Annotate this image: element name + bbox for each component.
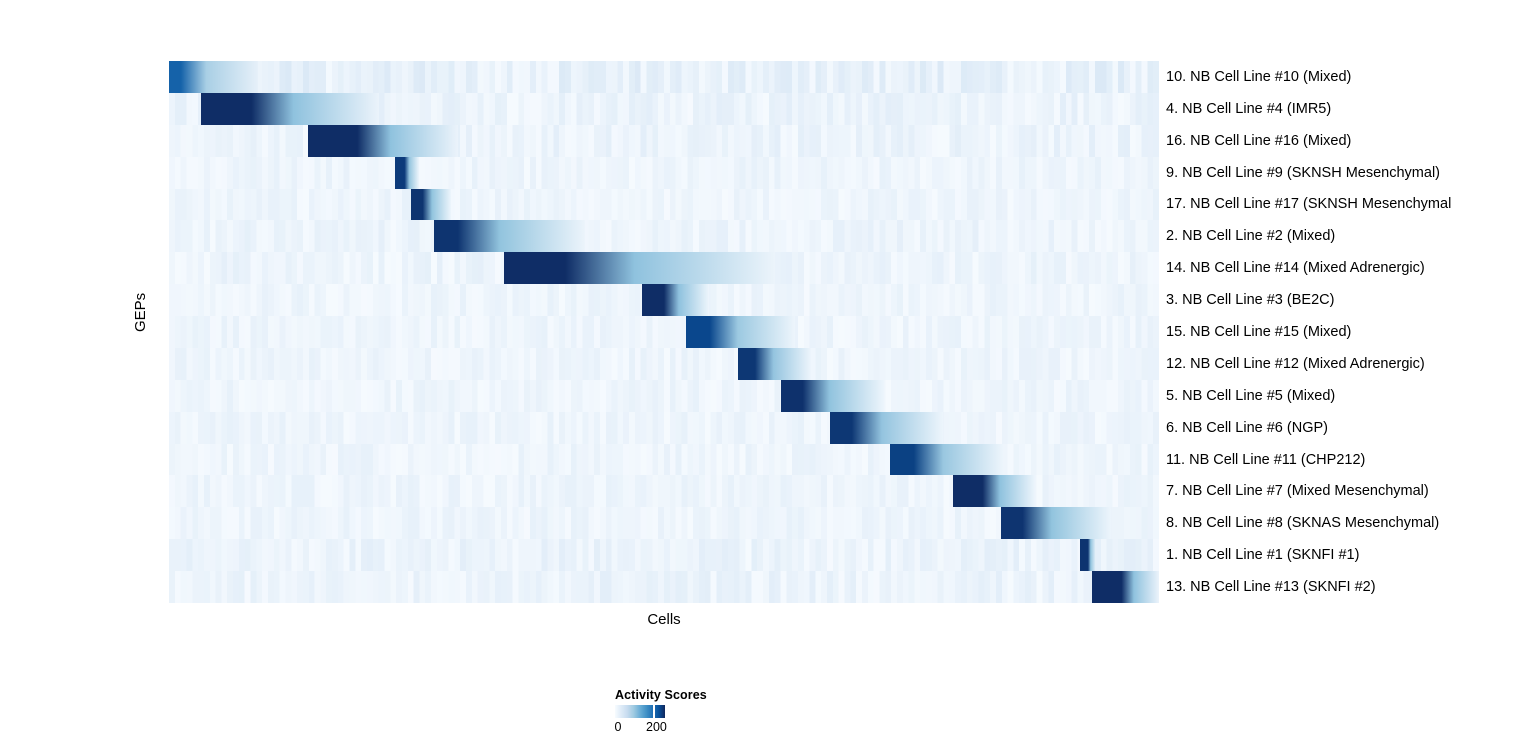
- gep-row-label: 7. NB Cell Line #7 (Mixed Mesenchymal): [1166, 483, 1429, 500]
- heatmap-plot-area[interactable]: [169, 61, 1159, 603]
- gep-row-label: 6. NB Cell Line #6 (NGP): [1166, 419, 1328, 436]
- heatmap-activity-block: [738, 347, 811, 380]
- gep-row-label: 4. NB Cell Line #4 (IMR5): [1166, 100, 1332, 117]
- heatmap-row[interactable]: [169, 411, 1159, 444]
- heatmap-row[interactable]: [169, 539, 1159, 572]
- heatmap-row-background: [169, 156, 1159, 189]
- heatmap-row[interactable]: [169, 347, 1159, 380]
- heatmap-row[interactable]: [169, 124, 1159, 157]
- gep-row-label: 13. NB Cell Line #13 (SKNFI #2): [1166, 579, 1376, 596]
- heatmap-row-background: [169, 443, 1159, 476]
- heatmap-row-background: [169, 347, 1159, 380]
- heatmap-row[interactable]: [169, 92, 1159, 125]
- gep-row-label-list: 10. NB Cell Line #10 (Mixed) 4. NB Cell L…: [1166, 61, 1536, 603]
- heatmap-activity-block: [953, 475, 1036, 508]
- heatmap-row[interactable]: [169, 61, 1159, 93]
- heatmap-activity-block: [685, 316, 795, 348]
- colorbar-legend: Activity Scores 0 200: [615, 688, 815, 740]
- gep-row-label: 2. NB Cell Line #2 (Mixed): [1166, 228, 1336, 245]
- heatmap-row-background: [169, 188, 1159, 221]
- heatmap-activity-block: [410, 188, 452, 221]
- heatmap-activity-block: [503, 252, 775, 285]
- colorbar-tick-label: 200: [646, 720, 667, 734]
- heatmap-activity-block: [780, 379, 884, 412]
- heatmap-activity-block: [1000, 507, 1112, 540]
- y-axis-label: GEPs: [132, 292, 149, 332]
- heatmap-row[interactable]: [169, 571, 1159, 603]
- heatmap-row[interactable]: [169, 316, 1159, 348]
- gep-row-label: 5. NB Cell Line #5 (Mixed): [1166, 387, 1336, 404]
- heatmap-row[interactable]: [169, 507, 1159, 540]
- heatmap-activity-block: [642, 284, 709, 317]
- heatmap-row-background: [169, 411, 1159, 444]
- gep-row-label: 10. NB Cell Line #10 (Mixed): [1166, 68, 1352, 85]
- gep-row-label: 9. NB Cell Line #9 (SKNSH Mesenchymal): [1166, 164, 1440, 181]
- gep-row-label: 17. NB Cell Line #17 (SKNSH Mesenchymal: [1166, 196, 1452, 213]
- gep-row-label: 12. NB Cell Line #12 (Mixed Adrenergic): [1166, 355, 1425, 372]
- heatmap-row[interactable]: [169, 379, 1159, 412]
- heatmap-activity-block: [1079, 539, 1096, 572]
- gep-row-label: 14. NB Cell Line #14 (Mixed Adrenergic): [1166, 260, 1425, 277]
- heatmap-row[interactable]: [169, 252, 1159, 285]
- heatmap-row[interactable]: [169, 188, 1159, 221]
- gep-row-label: 15. NB Cell Line #15 (Mixed): [1166, 324, 1352, 340]
- heatmap-activity-block: [394, 156, 420, 189]
- gep-row-label: 3. NB Cell Line #3 (BE2C): [1166, 292, 1335, 309]
- heatmap-activity-block: [1091, 571, 1159, 603]
- heatmap-row[interactable]: [169, 156, 1159, 189]
- heatmap-row-background: [169, 220, 1159, 253]
- heatmap-activity-block: [889, 443, 1003, 476]
- heatmap-row-background: [169, 571, 1159, 603]
- gep-row-label: 16. NB Cell Line #16 (Mixed): [1166, 132, 1352, 149]
- heatmap-row-background: [169, 379, 1159, 412]
- heatmap-row[interactable]: [169, 220, 1159, 253]
- heatmap-row-background: [169, 61, 1159, 93]
- heatmap-activity-block: [307, 124, 459, 157]
- heatmap-activity-block: [169, 61, 259, 93]
- colorbar-title: Activity Scores: [615, 688, 707, 702]
- heatmap-activity-block: [830, 411, 944, 444]
- heatmap-row-background: [169, 316, 1159, 348]
- gep-row-label: 11. NB Cell Line #11 (CHP212): [1166, 451, 1366, 468]
- heatmap-row[interactable]: [169, 443, 1159, 476]
- heatmap-activity-block: [434, 220, 585, 253]
- heatmap-row[interactable]: [169, 475, 1159, 508]
- x-axis-label: Cells: [647, 611, 681, 628]
- gep-row-label: 1. NB Cell Line #1 (SKNFI #1): [1166, 547, 1360, 564]
- gep-row-label: 8. NB Cell Line #8 (SKNAS Mesenchymal): [1166, 515, 1440, 532]
- heatmap-row[interactable]: [169, 284, 1159, 317]
- heatmap-row-background: [169, 539, 1159, 572]
- heatmap-activity-block: [200, 92, 379, 125]
- colorbar-tick-label: 0: [614, 720, 622, 734]
- colorbar-gradient: [615, 705, 665, 718]
- colorbar-tick: [653, 705, 655, 718]
